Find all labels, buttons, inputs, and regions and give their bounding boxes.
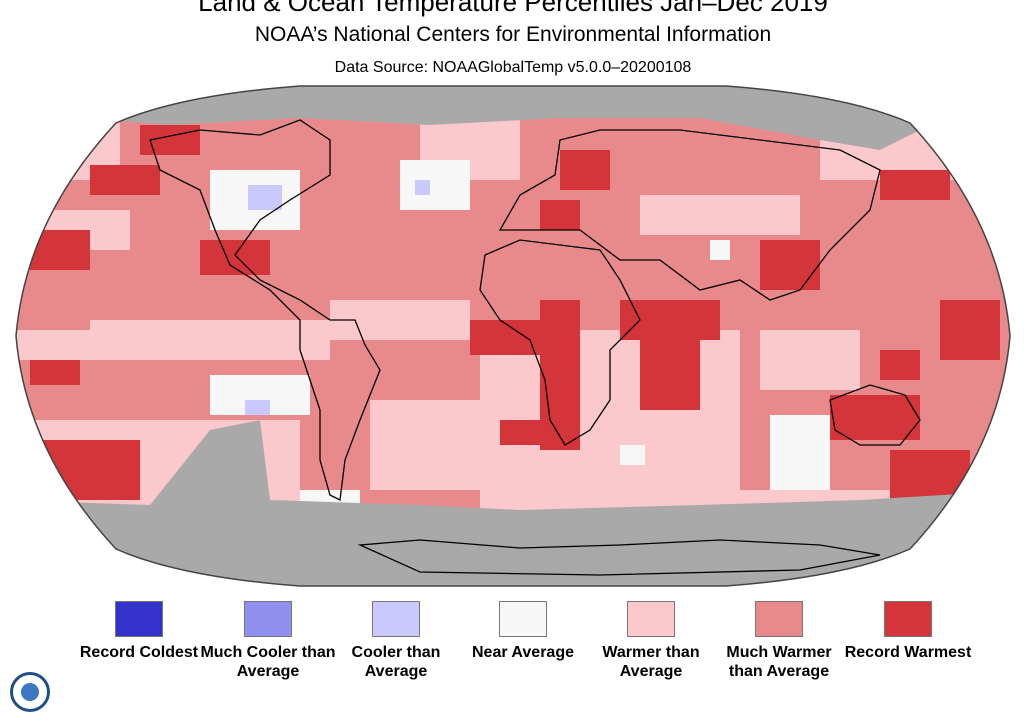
legend-swatch-warmer bbox=[627, 601, 675, 637]
cooler-region bbox=[415, 180, 430, 195]
legend-label-much-cooler: Much Cooler than Average bbox=[200, 644, 336, 680]
warmer-region bbox=[640, 195, 800, 235]
record-warmest-region bbox=[540, 200, 580, 230]
legend-swatch-much-cooler bbox=[244, 601, 292, 637]
map-title: Land & Ocean Temperature Percentiles Jan… bbox=[198, 0, 828, 17]
record-warmest-region bbox=[640, 340, 700, 410]
near-average-region bbox=[400, 160, 470, 210]
record-warmest-region bbox=[140, 125, 200, 155]
coastlines bbox=[149, 119, 921, 576]
world-map bbox=[15, 85, 1011, 587]
legend-swatch-record-coldest bbox=[115, 601, 163, 637]
record-warmest-region bbox=[760, 240, 820, 290]
legend-label-record-coldest: Record Coldest bbox=[79, 644, 199, 661]
record-warmest-region bbox=[880, 170, 950, 200]
legend-swatch-much-warmer bbox=[755, 601, 803, 637]
legend-label-much-warmer: Much Warmer than Average bbox=[726, 644, 832, 680]
record-warmest-region bbox=[470, 320, 540, 355]
much-warmer-region bbox=[16, 180, 1010, 330]
near-average-region bbox=[710, 240, 730, 260]
legend-label-near-average: Near Average bbox=[472, 644, 574, 661]
africa-coastline bbox=[479, 239, 641, 446]
temperature-grid bbox=[16, 86, 1010, 586]
map-outline bbox=[15, 85, 1011, 587]
legend-label-record-warmest: Record Warmest bbox=[844, 644, 972, 661]
warmer-region bbox=[760, 330, 860, 390]
near-average-region bbox=[770, 415, 830, 490]
legend-label-cooler: Cooler than Average bbox=[351, 644, 441, 680]
record-warmest-region bbox=[500, 420, 540, 445]
record-warmest-region bbox=[830, 395, 920, 440]
map-subtitle: NOAA’s National Centers for Environmenta… bbox=[254, 23, 772, 46]
record-warmest-region bbox=[30, 230, 90, 270]
noaa-logo-icon bbox=[10, 672, 50, 712]
record-warmest-region bbox=[30, 360, 80, 385]
record-warmest-region bbox=[90, 165, 160, 195]
near-average-region bbox=[620, 445, 645, 465]
eurasia-coastline bbox=[498, 129, 881, 301]
record-warmest-region bbox=[540, 300, 580, 450]
no-data-arctic bbox=[16, 86, 1010, 150]
americas-coastline bbox=[149, 119, 381, 501]
record-warmest-region bbox=[200, 240, 270, 275]
data-source: Data Source: NOAAGlobalTemp v5.0.0–20200… bbox=[334, 59, 692, 76]
legend-swatch-near-average bbox=[499, 601, 547, 637]
cooler-region bbox=[248, 185, 282, 210]
legend-swatch-cooler bbox=[372, 601, 420, 637]
legend-label-warmer: Warmer than Average bbox=[602, 644, 700, 680]
record-warmest-region bbox=[560, 150, 610, 190]
antarctica-coastline bbox=[357, 539, 881, 576]
australia-coastline bbox=[829, 384, 921, 446]
legend-swatch-record-warmest bbox=[884, 601, 932, 637]
no-data-antarctic bbox=[16, 420, 1010, 586]
cooler-region bbox=[245, 400, 270, 415]
warmer-region bbox=[90, 320, 330, 360]
record-warmest-region bbox=[890, 450, 970, 500]
record-warmest-region bbox=[940, 300, 1000, 360]
record-warmest-region bbox=[880, 350, 920, 380]
record-warmest-region bbox=[620, 300, 720, 340]
